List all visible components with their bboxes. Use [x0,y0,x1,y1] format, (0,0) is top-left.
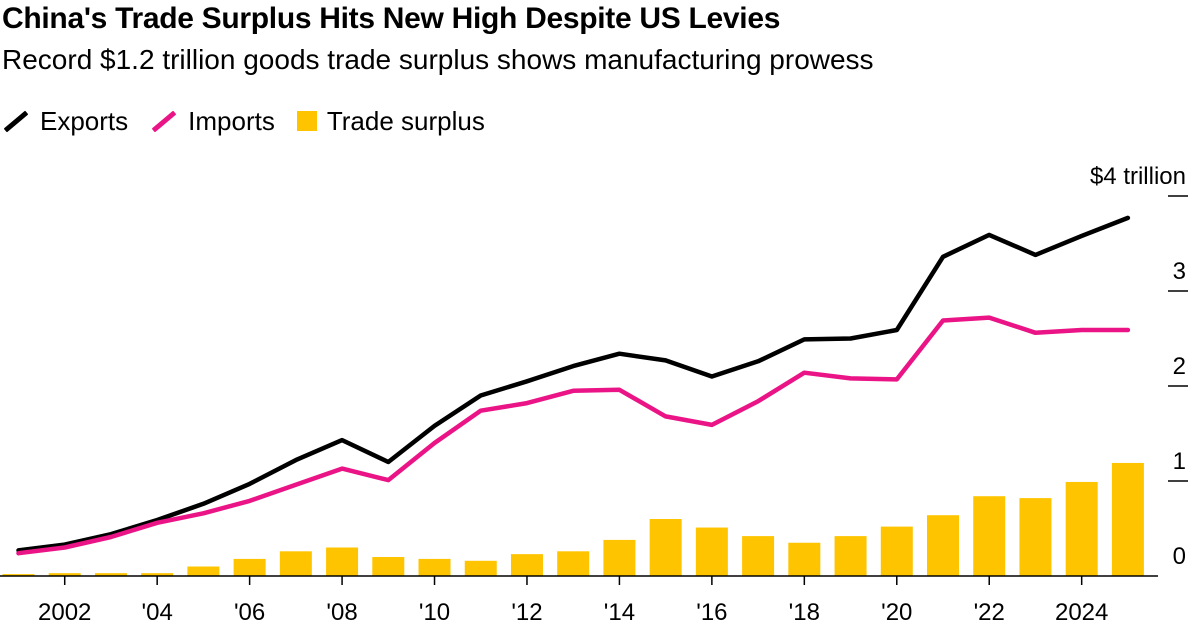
bar-trade-surplus-2018 [788,542,821,576]
y-tick-label-3: 3 [1173,258,1186,285]
bar-trade-surplus-2016 [695,527,728,576]
legend-swatch-trade-surplus [296,111,317,131]
x-tick-label-2018: '18 [789,599,820,626]
x-tick-label-2002: 2002 [38,599,91,626]
y-tick-label-2: 2 [1173,353,1186,380]
legend: Exports Imports Trade surplus [2,104,507,138]
bar-trade-surplus-2011 [464,560,497,576]
bar-trade-surplus-2002 [48,573,81,576]
bar-trade-surplus-2003 [94,573,127,576]
legend-item-exports: Exports [2,106,128,137]
bar-trade-surplus-2006 [233,558,266,576]
legend-item-trade-surplus: Trade surplus [296,105,485,137]
x-tick-label-2024: 2024 [1055,599,1108,626]
bar-trade-surplus-2020 [880,526,913,576]
y-tick-label-4: $4 trillion [1090,163,1186,190]
x-tick-label-2022: '22 [974,599,1005,626]
bar-trade-surplus-2022 [973,496,1006,576]
legend-label-imports: Imports [188,105,275,136]
bar-trade-surplus-2023 [1019,498,1052,576]
x-tick-label-2004: '04 [142,599,173,626]
line-imports [16,315,1131,556]
chart-subtitle: Record $1.2 trillion goods trade surplus… [2,44,874,75]
bar-trade-surplus-2013 [557,551,590,576]
x-tick-label-2020: '20 [881,599,912,626]
bar-trade-surplus-2007 [279,551,312,576]
bar-trade-surplus-2017 [742,536,775,576]
x-tick-label-2016: '16 [696,599,727,626]
bar-trade-surplus-2012 [510,554,543,576]
bar-trade-surplus-2008 [326,547,359,576]
bar-trade-surplus-2021 [927,515,960,576]
bar-trade-surplus-2010 [418,558,451,576]
bar-trade-surplus-2004 [141,573,174,576]
x-tick-label-2012: '12 [511,599,542,626]
bar-trade-surplus-2024 [1065,481,1098,576]
y-tick-label-0: 0 [1173,543,1186,570]
bar-trade-surplus-2009 [372,557,405,576]
bar-trade-surplus-2015 [649,519,682,576]
legend-label-trade-surplus: Trade surplus [326,105,485,136]
line-exports [16,215,1131,553]
bar-trade-surplus-2005 [187,566,220,576]
x-tick-label-2014: '14 [604,599,635,626]
x-tick-label-2008: '08 [326,599,357,626]
x-tick-label-2010: '10 [419,599,450,626]
legend-label-exports: Exports [40,105,129,136]
bar-trade-surplus-2001 [2,574,35,576]
bar-trade-surplus-2025 [1111,462,1144,576]
chart-title: China's Trade Surplus Hits New High Desp… [2,2,781,35]
x-tick-label-2006: '06 [234,599,265,626]
bar-trade-surplus-2014 [603,539,636,576]
y-tick-label-1: 1 [1173,448,1186,475]
bar-trade-surplus-2019 [834,536,867,576]
legend-item-imports: Imports [150,106,275,137]
